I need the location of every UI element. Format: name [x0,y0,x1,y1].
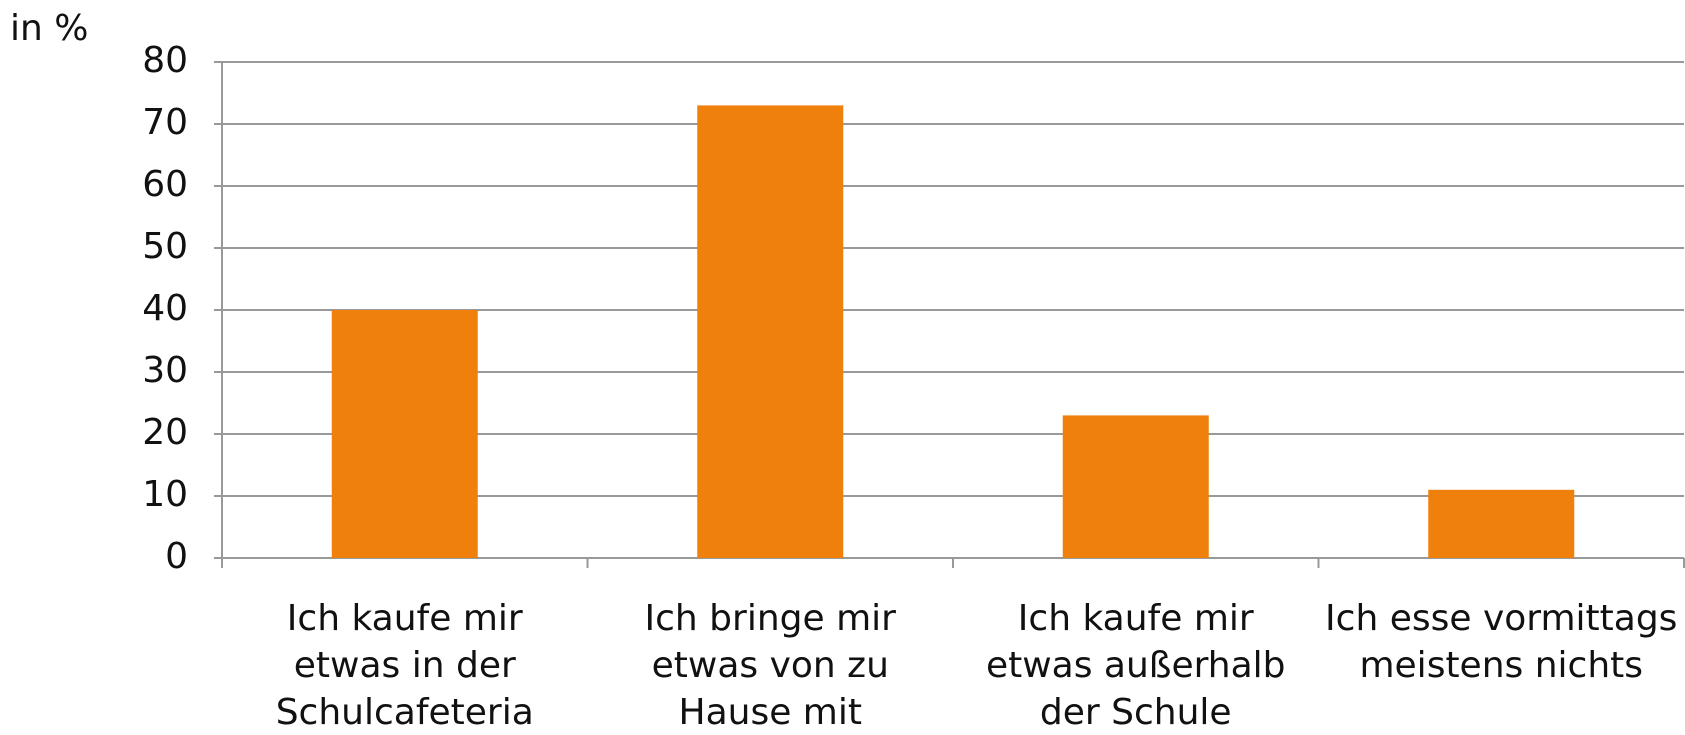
bar [697,105,844,559]
y-tick-label: 50 [142,226,188,267]
x-tick-label: Ich kaufe mir [287,598,523,639]
y-tick-label: 0 [165,536,188,577]
x-tick-label: etwas außerhalb [986,645,1286,686]
bar [1428,489,1575,558]
y-axis-label: in % [10,8,88,49]
x-tick-label: meistens nichts [1359,645,1643,686]
y-tick-label: 10 [142,474,188,515]
y-tick-label: 40 [142,288,188,329]
x-tick-label: etwas in der [294,645,516,686]
y-tick-label: 60 [142,164,188,205]
y-tick-label: 30 [142,350,188,391]
x-tick-label: Schulcafeteria [276,692,534,733]
x-tick-label: Ich bringe mir [645,598,897,639]
x-tick-label: Hause mit [679,692,862,733]
y-tick-label: 80 [142,40,188,81]
y-tick-label: 70 [142,102,188,143]
bar [1062,415,1209,558]
y-tick-label: 20 [142,412,188,453]
bar [331,310,478,558]
x-tick-label: Ich kaufe mir [1018,598,1254,639]
x-tick-label: Ich esse vormittags [1325,598,1677,639]
x-tick-label: etwas von zu [652,645,889,686]
x-tick-label: der Schule [1040,692,1232,733]
